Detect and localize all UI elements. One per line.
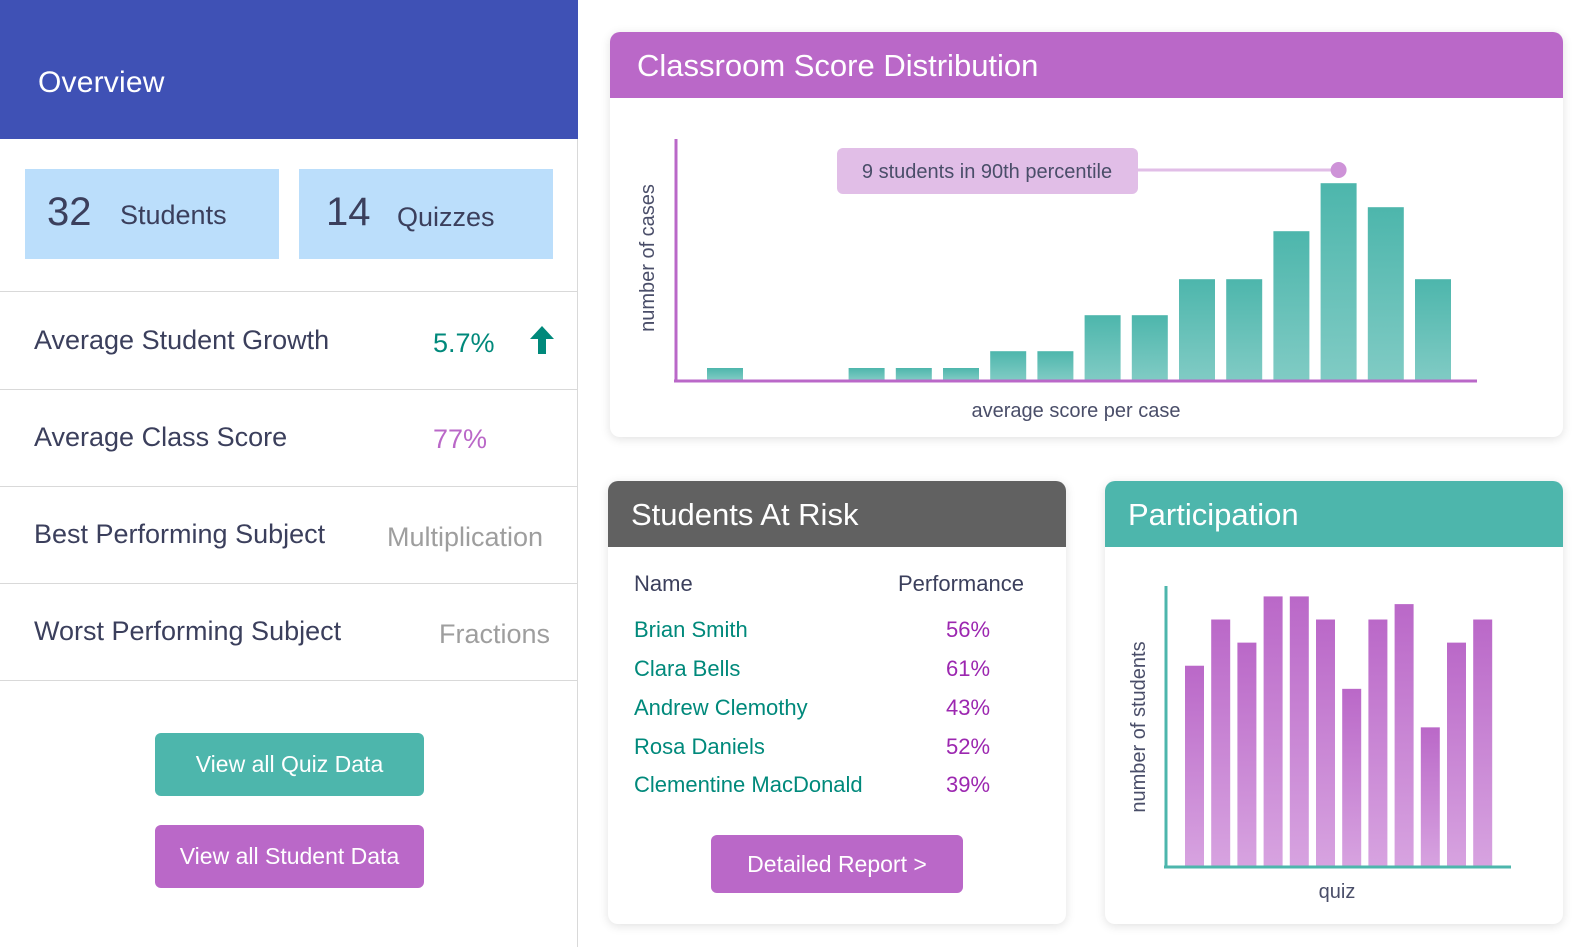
- performance-column-header: Performance: [898, 571, 1024, 596]
- quizzes-label: Quizzes: [397, 202, 495, 232]
- x-axis-label: average score per case: [971, 400, 1180, 422]
- bar: [1473, 619, 1493, 866]
- student-performance: 39%: [946, 772, 991, 797]
- student-name-link[interactable]: Brian Smith: [634, 617, 748, 642]
- bar: [1084, 315, 1121, 380]
- bar: [1211, 619, 1231, 866]
- score-distribution-card: Classroom Score Distribution 9 students …: [610, 32, 1563, 437]
- annotation-marker: [1330, 162, 1347, 178]
- quizzes-count: 14: [326, 190, 371, 234]
- student-name-link[interactable]: Clara Bells: [634, 656, 741, 681]
- bar: [1289, 596, 1309, 866]
- bar: [1316, 619, 1335, 866]
- bar: [1226, 279, 1263, 380]
- bar: [1237, 642, 1257, 866]
- participation-card: Participation number of students quiz: [1105, 481, 1563, 924]
- student-performance: 52%: [946, 734, 991, 759]
- metric-label: Average Student Growth: [34, 325, 330, 355]
- overview-title: Overview: [38, 66, 165, 99]
- metric-row-class-score: Average Class Score 77%: [0, 389, 578, 486]
- bar: [1037, 351, 1074, 380]
- y-axis-label: number of students: [1128, 641, 1150, 812]
- student-performance: 56%: [946, 617, 991, 642]
- quizzes-stat-card: 14 Quizzes: [299, 169, 553, 259]
- metric-row-student-growth: Average Student Growth 5.7%: [0, 291, 578, 388]
- up-arrow-icon: [530, 326, 554, 354]
- bar: [1320, 183, 1357, 380]
- bar: [943, 368, 979, 380]
- annotation-callout: [837, 148, 1138, 194]
- students-at-risk-card: Students At Risk Name Performance Brian …: [608, 481, 1066, 924]
- students-at-risk-title: Students At Risk: [631, 497, 859, 532]
- participation-title: Participation: [1128, 497, 1299, 532]
- bar: [1367, 207, 1404, 380]
- student-performance: 61%: [946, 656, 991, 681]
- bar: [1394, 604, 1414, 866]
- bar: [1342, 688, 1362, 866]
- bar: [1263, 596, 1283, 866]
- student-name-link[interactable]: Rosa Daniels: [634, 734, 765, 759]
- score-distribution-title: Classroom Score Distribution: [637, 48, 1039, 83]
- participation-header: Participation: [1105, 481, 1563, 547]
- metric-row-best-subject: Best Performing Subject Multiplication: [0, 486, 578, 583]
- view-all-student-data-button[interactable]: View all Student Data: [155, 825, 424, 888]
- students-label: Students: [120, 200, 227, 230]
- bar: [1368, 619, 1388, 866]
- metric-value: Fractions: [439, 619, 551, 649]
- metric-value: Multiplication: [387, 522, 544, 552]
- bar: [1185, 665, 1204, 866]
- metric-label: Worst Performing Subject: [34, 616, 342, 646]
- participation-chart: number of students quiz: [1128, 586, 1511, 903]
- bar: [990, 351, 1027, 380]
- overview-header: Overview: [0, 0, 578, 139]
- metric-label: Best Performing Subject: [34, 519, 326, 549]
- y-axis-label: number of cases: [637, 184, 659, 332]
- score-distribution-chart: 9 students in 90th percentile number of …: [637, 139, 1477, 422]
- students-stat-card: 32 Students: [25, 169, 279, 259]
- metric-row-worst-subject: Worst Performing Subject Fractions: [0, 583, 578, 680]
- student-name-link[interactable]: Clementine MacDonald: [634, 772, 863, 797]
- student-performance: 43%: [946, 695, 991, 720]
- metric-value: 77%: [433, 424, 488, 454]
- score-distribution-header: Classroom Score Distribution: [610, 32, 1563, 98]
- bar: [1420, 727, 1440, 866]
- view-all-quiz-data-button[interactable]: View all Quiz Data: [155, 733, 424, 796]
- bar: [848, 368, 885, 380]
- bar: [895, 368, 932, 380]
- x-axis-label: quiz: [1319, 881, 1356, 903]
- metric-value: 5.7%: [433, 328, 495, 358]
- bar: [707, 368, 743, 380]
- student-name-link[interactable]: Andrew Clemothy: [634, 695, 808, 720]
- students-at-risk-header: Students At Risk: [608, 481, 1066, 547]
- annotation-text: 9 students in 90th percentile: [862, 161, 1112, 183]
- bar: [1179, 279, 1215, 380]
- bar: [1415, 279, 1451, 380]
- bar: [1131, 315, 1168, 380]
- metric-label: Average Class Score: [34, 422, 288, 452]
- bar: [1447, 642, 1466, 866]
- detailed-report-button[interactable]: Detailed Report >: [711, 835, 963, 893]
- name-column-header: Name: [634, 571, 693, 596]
- divider: [0, 680, 578, 681]
- students-count: 32: [47, 190, 92, 234]
- overview-sidebar: Overview 32 Students 14 Quizzes Average …: [0, 0, 578, 947]
- bar: [1273, 231, 1310, 380]
